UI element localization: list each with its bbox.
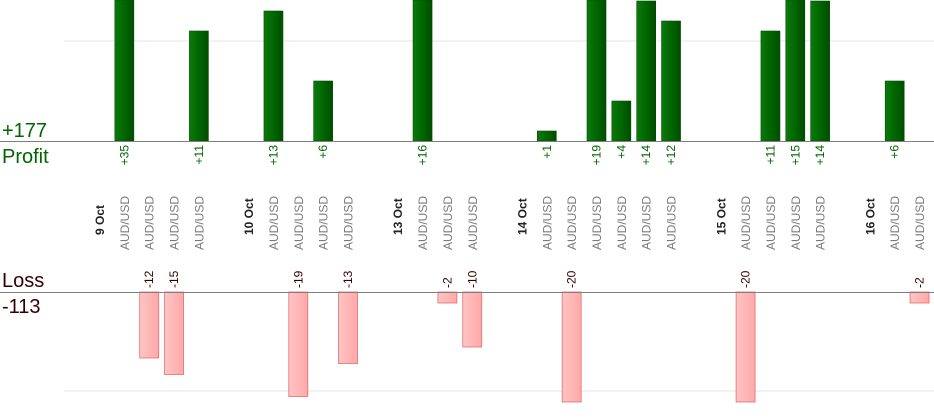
profit-value-label: +11 [192, 145, 206, 165]
profit-value-label: +14 [639, 145, 653, 166]
date-label: 13 Oct [391, 198, 405, 235]
loss-label: Loss [2, 270, 44, 292]
profit-bar [189, 30, 209, 142]
loss-value-label: -15 [167, 270, 181, 288]
loss-bar [735, 291, 756, 403]
profit-value-label: +1 [540, 145, 554, 159]
loss-bar [139, 291, 160, 359]
profit-value-label: +12 [664, 145, 678, 166]
loss-value-label: -20 [739, 270, 753, 288]
profit-value-label: +14 [813, 145, 827, 166]
profit-bar [586, 0, 607, 142]
instrument-label: AUD/USD [342, 196, 356, 250]
loss-value-label: -2 [440, 277, 454, 288]
instrument-label: AUD/USD [739, 196, 753, 250]
profit-bar [785, 0, 806, 142]
profit-bar [810, 0, 830, 142]
date-label: 16 Oct [863, 198, 877, 235]
date-label: 10 Oct [242, 198, 256, 235]
date-label: 15 Oct [714, 198, 728, 235]
profit-bar [760, 30, 781, 142]
profit-label: Profit [2, 146, 49, 168]
profit-bar [313, 80, 333, 142]
profit-value-label: +19 [590, 145, 604, 166]
instrument-label: AUD/USD [913, 196, 927, 250]
profit-bar [412, 0, 433, 142]
profit-total: +177 [2, 120, 47, 142]
instrument-label: AUD/USD [540, 196, 554, 250]
loss-value-label: -19 [291, 270, 305, 288]
profit-value-label: +11 [763, 145, 777, 165]
profit-value-label: +16 [416, 145, 430, 166]
instrument-label: AUD/USD [441, 196, 455, 250]
bars [114, 0, 930, 403]
profit-value-label: +13 [266, 145, 280, 166]
profit-bar [884, 80, 905, 142]
loss-bar [437, 291, 458, 304]
profit-value-label: +6 [316, 145, 330, 159]
loss-bar [909, 291, 930, 304]
profit-value-label: +6 [888, 145, 902, 159]
profit-bar [636, 0, 657, 142]
instrument-label: AUD/USD [317, 196, 331, 250]
loss-bar [561, 291, 582, 403]
instrument-label: AUD/USD [466, 196, 480, 250]
instrument-label: AUD/USD [118, 196, 132, 250]
loss-value-label: -20 [565, 270, 579, 288]
date-label: 14 Oct [515, 198, 529, 235]
instrument-label: AUD/USD [143, 196, 157, 250]
loss-bar [338, 291, 358, 364]
instrument-label: AUD/USD [615, 196, 629, 250]
date-label: 9 Oct [93, 205, 107, 235]
instrument-label: AUD/USD [565, 196, 579, 250]
profit-bar [661, 20, 681, 142]
instrument-label: AUD/USD [292, 196, 306, 250]
profit-bar [114, 0, 135, 142]
loss-total: -113 [2, 296, 41, 318]
loss-bar [288, 291, 309, 397]
loss-bar [462, 291, 483, 348]
profit-value-label: +35 [117, 145, 131, 166]
loss-value-label: -13 [341, 270, 355, 288]
profit-bar [536, 130, 557, 142]
instrument-label: AUD/USD [814, 196, 828, 250]
profit-value-label: +15 [788, 145, 802, 166]
instrument-label: AUD/USD [665, 196, 679, 250]
loss-value-label: -2 [913, 277, 927, 288]
instrument-label: AUD/USD [789, 196, 803, 250]
loss-value-label: -10 [465, 270, 479, 288]
instrument-label: AUD/USD [764, 196, 778, 250]
instrument-label: AUD/USD [267, 196, 281, 250]
instrument-label: AUD/USD [192, 196, 206, 250]
profit-value-label: +4 [614, 145, 628, 159]
labels: 9 Oct AUD/USD +35 AUD/USD -12 AUD/USD -15 AUD/U… [93, 145, 927, 288]
loss-bar [164, 291, 184, 375]
loss-value-label: -12 [142, 270, 156, 288]
instrument-label: AUD/USD [416, 196, 430, 250]
profit-bar [611, 100, 632, 142]
instrument-label: AUD/USD [590, 196, 604, 250]
profit-bar [263, 10, 284, 142]
instrument-label: AUD/USD [888, 196, 902, 250]
instrument-label: AUD/USD [640, 196, 654, 250]
instrument-label: AUD/USD [168, 196, 182, 250]
axes [0, 141, 934, 293]
